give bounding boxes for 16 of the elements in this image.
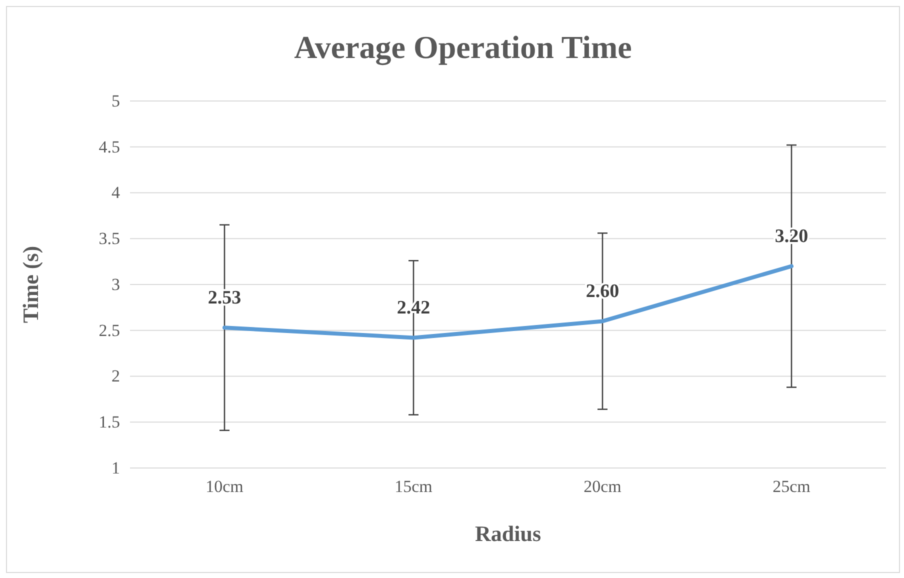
y-tick-label: 1.5 — [98, 412, 120, 432]
x-axis-title: Radius — [474, 521, 542, 546]
y-tick-label: 4.5 — [98, 137, 120, 156]
x-tick-label: 10cm — [206, 477, 244, 496]
y-tick-label: 2 — [112, 366, 120, 386]
x-tick-label: 20cm — [584, 477, 622, 496]
y-tick-label: 4 — [112, 183, 120, 202]
y-tick-label: 3.5 — [98, 229, 120, 248]
y-tick-label: 5 — [112, 91, 120, 110]
y-tick-label: 2.5 — [98, 320, 120, 340]
y-tick-label: 1 — [112, 458, 120, 478]
x-tick-label: 15cm — [394, 477, 432, 496]
chart-title: Average Operation Time — [294, 29, 632, 66]
y-tick-label: 3 — [112, 274, 120, 294]
y-axis-title: Time (s) — [18, 246, 43, 324]
x-tick-label: 25cm — [772, 477, 810, 496]
